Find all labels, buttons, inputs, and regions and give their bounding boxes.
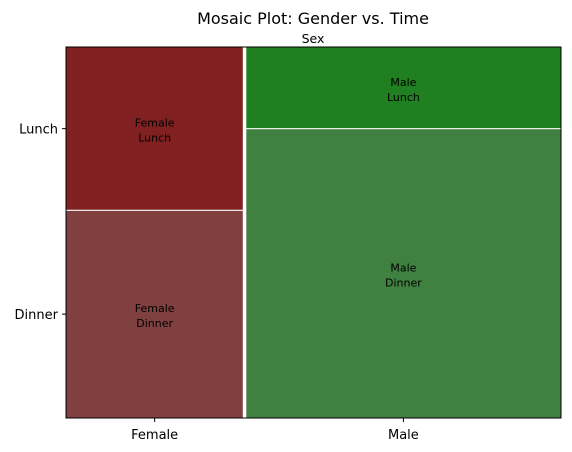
x-tick-label-male: Male — [388, 428, 419, 443]
mosaic-cell-male-dinner — [245, 128, 562, 419]
y-tick-label-lunch: Lunch — [19, 123, 58, 138]
cell-label-male-lunch: Male Lunch — [387, 76, 420, 104]
cell-label-female-lunch: Female Lunch — [135, 117, 175, 145]
chart-title: Mosaic Plot: Gender vs. Time — [197, 9, 429, 28]
plot-frame — [65, 46, 562, 419]
x-tick-label-female: Female — [131, 428, 178, 443]
mosaic-cell-male-lunch — [245, 46, 562, 130]
mosaic-cells: Female Dinner Female Lunch Male Dinner Male Lun… — [65, 46, 562, 419]
cell-label-male-dinner: Male Dinner — [385, 261, 422, 289]
mosaic-cell-female-lunch — [65, 46, 244, 211]
y-tick-label-dinner: Dinner — [15, 308, 59, 323]
mosaic-cell-female-dinner — [65, 209, 244, 419]
top-axis-label: Sex — [302, 31, 325, 46]
cell-label-female-dinner: Female Dinner — [135, 302, 175, 330]
